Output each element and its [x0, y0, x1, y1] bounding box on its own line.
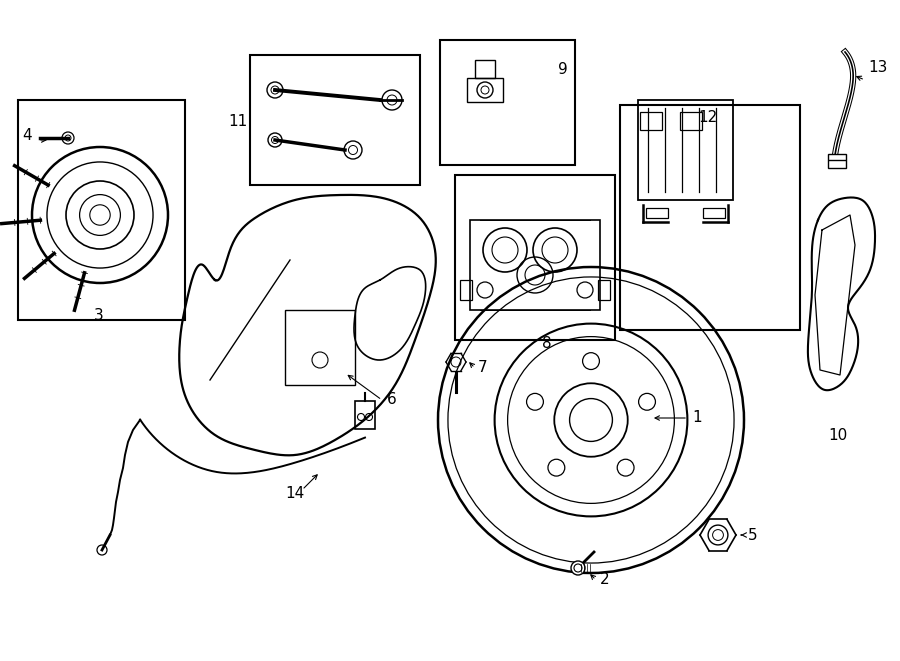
Bar — [680, 112, 702, 130]
Bar — [640, 112, 662, 130]
Text: 11: 11 — [229, 114, 248, 130]
Text: 9: 9 — [558, 63, 568, 77]
Bar — [460, 280, 472, 300]
Text: 14: 14 — [285, 485, 304, 500]
Text: 2: 2 — [600, 572, 609, 588]
Bar — [828, 154, 846, 168]
Bar — [355, 401, 375, 429]
Text: 13: 13 — [868, 61, 887, 75]
Bar — [285, 310, 355, 385]
Circle shape — [571, 561, 585, 575]
Text: 4: 4 — [22, 128, 32, 143]
Text: 6: 6 — [387, 393, 397, 407]
Bar — [18, 100, 185, 320]
Text: 10: 10 — [828, 428, 848, 442]
Text: 5: 5 — [748, 527, 758, 543]
Bar — [455, 175, 615, 340]
Text: 8: 8 — [542, 336, 552, 352]
Bar — [598, 280, 610, 300]
Text: 7: 7 — [478, 360, 488, 375]
Bar — [638, 100, 733, 200]
Bar — [250, 55, 420, 185]
Bar — [646, 208, 668, 218]
Text: 12: 12 — [698, 110, 717, 126]
Bar — [440, 40, 575, 165]
Bar — [470, 220, 600, 310]
Circle shape — [574, 564, 582, 572]
Bar — [703, 208, 725, 218]
Bar — [467, 78, 503, 102]
Text: 1: 1 — [692, 410, 702, 426]
Text: 3: 3 — [94, 307, 104, 323]
Bar — [475, 60, 495, 78]
Bar — [620, 105, 800, 330]
